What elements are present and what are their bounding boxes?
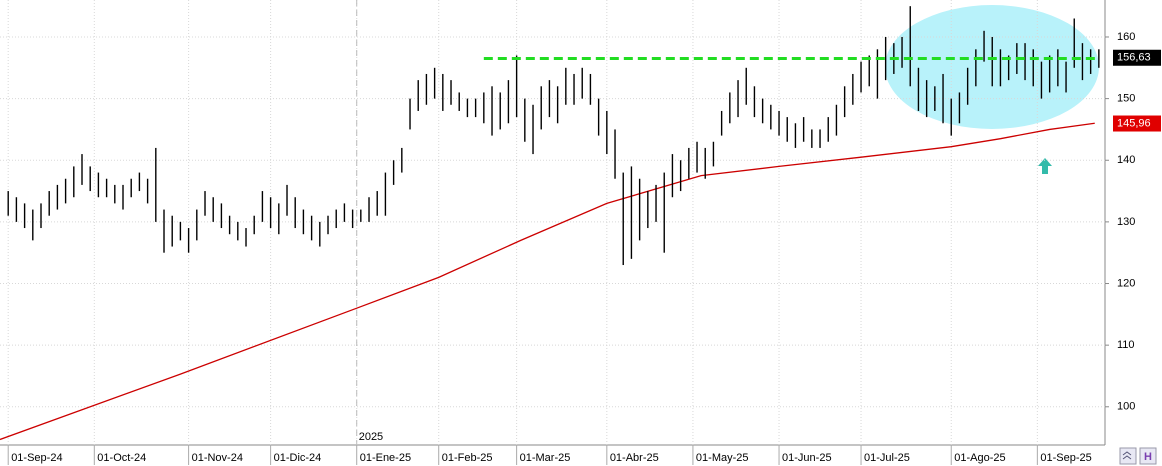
x-tick-label: 01-Mar-25 [520, 452, 571, 464]
zoom-icon [1122, 451, 1132, 460]
y-tick-label: 130 [1117, 216, 1135, 228]
y-tick-label: 140 [1117, 154, 1135, 166]
x-tick-label: 01-Oct-24 [97, 452, 146, 464]
moving-average [0, 122, 1095, 441]
x-tick-label: 01-Sep-25 [1040, 452, 1091, 464]
y-tick-label: 150 [1117, 93, 1135, 105]
x-tick-label: 01-Jun-25 [782, 452, 832, 464]
save-icon: H [1144, 451, 1152, 463]
price-label-box [1113, 115, 1161, 132]
y-tick-label: 110 [1117, 339, 1135, 351]
year-label: 2025 [359, 431, 383, 443]
y-tick-label: 100 [1117, 401, 1135, 413]
save-button[interactable] [1139, 447, 1157, 465]
y-tick-label: 160 [1117, 31, 1135, 43]
x-tick-label: 01-Abr-25 [610, 452, 659, 464]
price-label-box [1113, 49, 1161, 66]
x-tick-label: 01-Feb-25 [442, 452, 493, 464]
y-tick-label: 120 [1117, 277, 1135, 289]
x-tick-label: 01-Ene-25 [360, 452, 411, 464]
zoom-button[interactable] [1119, 447, 1137, 465]
x-tick-label: 01-Sep-24 [11, 452, 62, 464]
price-label: 156,63 [1117, 52, 1151, 64]
x-tick-label: 01-Ago-25 [954, 452, 1005, 464]
price-label: 145,96 [1117, 117, 1151, 129]
x-tick-label: 01-Dic-24 [274, 452, 322, 464]
arrow-icon [1038, 158, 1052, 174]
x-tick-label: 01-May-25 [696, 452, 749, 464]
x-tick-label: 01-Jul-25 [864, 452, 910, 464]
x-tick-label: 01-Nov-24 [192, 452, 243, 464]
